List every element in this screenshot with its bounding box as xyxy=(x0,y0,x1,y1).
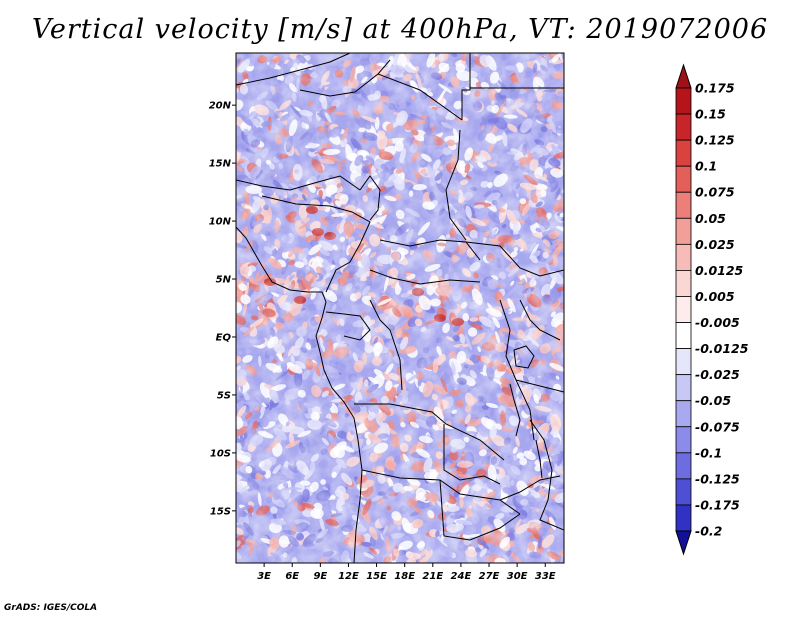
lake-malawi xyxy=(535,439,543,479)
colorbar-label: 0.0125 xyxy=(695,263,744,278)
border-congo-drc xyxy=(369,299,403,391)
colorbar-label: -0.125 xyxy=(695,471,740,486)
coastline-west-africa xyxy=(236,226,363,563)
border-zimbabwe xyxy=(499,475,561,501)
lat-tick-label: 15N xyxy=(209,159,232,170)
border-car-north xyxy=(379,239,481,261)
border-mozambique xyxy=(529,419,564,531)
colorbar-label: 0.175 xyxy=(695,81,735,96)
colorbar-segment xyxy=(675,217,692,245)
lon-tick-label: 27E xyxy=(479,571,500,582)
lon-tick-label: 9E xyxy=(313,571,327,582)
border-mali-niger xyxy=(236,175,361,191)
colorbar-segment xyxy=(675,296,692,323)
map-panel xyxy=(236,53,564,563)
border-chad-sudan xyxy=(445,129,467,241)
border-namibia xyxy=(361,469,521,515)
colorbar-segment xyxy=(675,452,692,480)
border-nigeria-north xyxy=(261,195,371,223)
colorbar-segment xyxy=(675,348,692,376)
lake-tanganyika xyxy=(509,383,521,437)
colorbar: 0.175 0.15 0.125 0.1 0.075 0.05 0.025 0.0125 0.0… xyxy=(675,63,749,556)
colorbar-label: -0.005 xyxy=(695,315,740,330)
colorbar-label: 0.1 xyxy=(695,159,717,174)
colorbar-segment xyxy=(675,191,692,219)
lon-tick-label: 3E xyxy=(257,571,271,582)
colorbar-label: -0.175 xyxy=(695,497,740,512)
lat-tick-label: 10N xyxy=(209,217,232,228)
colorbar-segment xyxy=(675,504,692,532)
border-drc-east xyxy=(499,299,535,441)
lon-tick-label: 30E xyxy=(507,571,528,582)
lon-tick-label: 33E xyxy=(535,571,556,582)
plot-title: Vertical velocity [m/s] at 400hPa, VT: 2… xyxy=(31,14,769,45)
lat-tick-label: 5S xyxy=(217,390,231,401)
latitude-axis: 20N 15N 10N 5N EQ 5S 10S 15S xyxy=(209,101,236,517)
colorbar-segment xyxy=(675,322,692,349)
colorbar-label: -0.2 xyxy=(695,524,722,539)
border-botswana xyxy=(439,479,521,541)
lat-tick-label: 20N xyxy=(209,101,232,112)
colorbar-segment xyxy=(675,87,692,115)
colorbar-label: 0.125 xyxy=(695,133,735,148)
border-angola-zambia xyxy=(443,424,501,485)
border-niger-chad xyxy=(359,175,381,221)
map-frame xyxy=(235,52,565,564)
colorbar-bottom-arrow xyxy=(675,530,692,556)
lon-tick-label: 12E xyxy=(338,571,359,582)
border-libya-chad xyxy=(377,73,463,121)
lat-tick-label: 15S xyxy=(210,506,231,517)
colorbar-label: -0.1 xyxy=(695,445,722,460)
credit-label: GrADS: IGES/COLA xyxy=(4,603,98,613)
colorbar-segment xyxy=(675,374,692,402)
lake-victoria xyxy=(513,345,535,369)
colorbar-label: -0.0125 xyxy=(695,341,749,356)
colorbar-segment xyxy=(675,478,692,506)
lat-tick-label: 5N xyxy=(216,275,232,286)
colorbar-top-arrow xyxy=(675,63,692,89)
border-drc-south xyxy=(354,403,505,461)
lon-tick-label: 6E xyxy=(285,571,299,582)
lon-tick-label: 18E xyxy=(394,571,415,582)
colorbar-label: 0.15 xyxy=(695,107,726,122)
colorbar-label: 0.025 xyxy=(695,237,735,252)
border-algeria-niger xyxy=(299,59,391,97)
colorbar-label: 0.075 xyxy=(695,185,735,200)
colorbar-label: -0.025 xyxy=(695,367,740,382)
border-car-south xyxy=(369,269,481,285)
colorbar-segment xyxy=(675,270,692,297)
colorbar-segment xyxy=(675,165,692,193)
longitude-axis: 3E 6E 9E 12E 15E 18E 21E 24E 27E 30E 33E xyxy=(257,563,556,582)
field-texture xyxy=(236,53,564,563)
lat-tick-label: 10S xyxy=(210,448,231,459)
colorbar-segment xyxy=(675,400,692,428)
colorbar-label: -0.05 xyxy=(695,393,731,408)
lon-tick-label: 15E xyxy=(366,571,387,582)
country-borders xyxy=(236,53,564,563)
lat-tick-label: EQ xyxy=(216,332,232,343)
border-gabon xyxy=(325,311,371,341)
colorbar-segment xyxy=(675,426,692,454)
border-egypt-sudan xyxy=(461,53,471,120)
border-nigeria-cameroon xyxy=(325,221,371,293)
border-tanzania xyxy=(515,379,564,393)
colorbar-label: 0.005 xyxy=(695,289,735,304)
lon-tick-label: 21E xyxy=(422,571,443,582)
colorbar-segment xyxy=(675,113,692,141)
border-south-sudan xyxy=(465,241,564,277)
colorbar-label: -0.075 xyxy=(695,419,740,434)
border-sahara-north xyxy=(236,53,351,86)
lon-tick-label: 24E xyxy=(451,571,472,582)
colorbar-segment xyxy=(675,243,692,271)
border-uganda-kenya xyxy=(519,299,561,341)
colorbar-segment xyxy=(675,139,692,167)
colorbar-label: 0.05 xyxy=(695,211,726,226)
